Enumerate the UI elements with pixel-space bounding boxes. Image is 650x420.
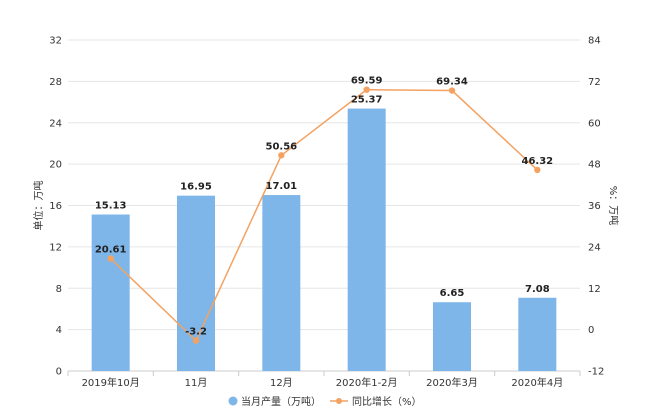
bar-series (91, 108, 557, 371)
left-tick-label: 0 (56, 367, 62, 378)
legend-item-line[interactable]: 同比增长（%） (330, 395, 422, 408)
right-tick-label: 36 (588, 201, 601, 212)
legend-bar-marker (228, 396, 238, 406)
line-data-label: 50.56 (266, 141, 298, 152)
left-tick-label: 8 (56, 284, 62, 295)
legend-line-label: 同比增长（%） (352, 395, 422, 408)
bar (433, 302, 471, 371)
growth-line (110, 88, 538, 342)
line-point (278, 152, 285, 159)
bar-data-label: 15.13 (95, 200, 127, 211)
line-data-label: 69.59 (351, 76, 383, 87)
right-tick-label: 48 (588, 160, 601, 171)
data-labels: 15.13 16.95 17.01 25.37 6.65 7.08 20.61 -3.2 50.… (95, 76, 553, 338)
right-axis-title: %：万吨 (607, 186, 620, 226)
x-tick-label: 2020年3月 (426, 376, 478, 389)
right-tick-label: 12 (588, 284, 601, 295)
line-point (192, 337, 200, 344)
legend-line-marker (336, 398, 342, 404)
axes: 048121620242832-120122436486072842019年10… (49, 36, 604, 390)
right-tick-label: 60 (588, 118, 601, 129)
x-tick-label: 2020年1-2月 (336, 376, 398, 389)
line-point (107, 255, 114, 262)
line-point (363, 86, 370, 93)
bar (91, 214, 130, 371)
line-data-label: 46.32 (522, 156, 554, 167)
legend[interactable]: 当月产量（万吨） 同比增长（%） (228, 395, 422, 408)
left-tick-label: 12 (49, 242, 62, 253)
left-tick-label: 28 (49, 77, 62, 88)
bar-data-label: 17.01 (266, 181, 298, 192)
line-data-label: -3.2 (185, 327, 207, 338)
bar (518, 297, 557, 371)
x-tick-label: 2019年10月 (82, 376, 140, 389)
left-tick-label: 24 (49, 118, 62, 129)
bar-data-label: 25.37 (351, 95, 383, 106)
line-data-label: 20.61 (95, 245, 127, 256)
bar (262, 195, 301, 371)
bar-data-label: 16.95 (180, 182, 212, 193)
legend-bar-label: 当月产量（万吨） (241, 395, 321, 408)
left-axis-title: 单位：万吨 (32, 181, 45, 231)
bar (177, 195, 215, 371)
x-tick-label: 12月 (270, 377, 293, 389)
right-tick-label: 84 (588, 36, 601, 47)
line-data-label: 69.34 (436, 77, 468, 88)
grid-lines (68, 39, 580, 372)
line-point (534, 166, 541, 174)
bar (347, 108, 386, 371)
bar-data-label: 6.65 (440, 288, 465, 299)
right-tick-label: 24 (588, 242, 601, 253)
line-point (448, 87, 456, 94)
x-tick-label: 2020年4月 (511, 376, 563, 389)
x-tick-label: 11月 (185, 377, 208, 389)
line-series (107, 86, 541, 344)
left-tick-label: 32 (49, 36, 62, 47)
bar-data-label: 7.08 (525, 284, 550, 295)
left-tick-label: 4 (56, 325, 62, 336)
left-tick-label: 16 (49, 201, 62, 212)
legend-item-bar[interactable]: 当月产量（万吨） (228, 395, 322, 408)
right-tick-label: 72 (588, 77, 601, 88)
right-tick-label: 0 (588, 325, 594, 336)
right-tick-label: -12 (588, 367, 604, 378)
left-tick-label: 20 (49, 160, 62, 171)
